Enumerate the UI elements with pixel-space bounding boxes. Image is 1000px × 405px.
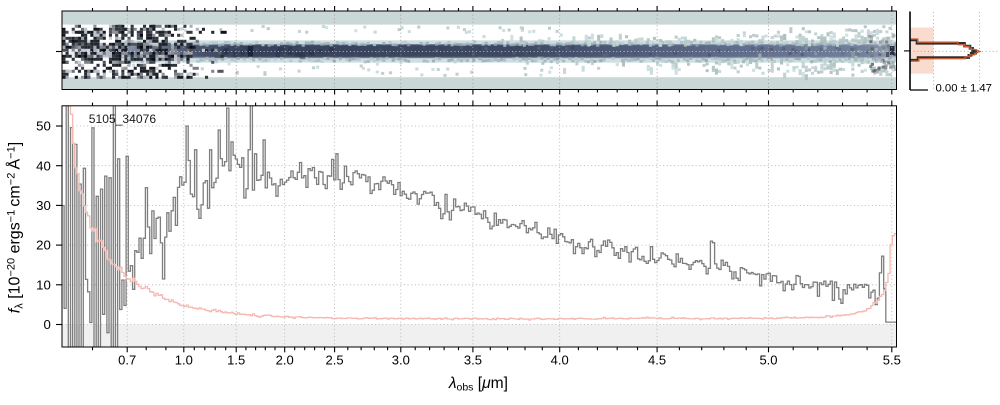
svg-text:2.0: 2.0 <box>276 352 294 367</box>
svg-text:0.7: 0.7 <box>118 352 136 367</box>
svg-text:0.00 ± 1.47: 0.00 ± 1.47 <box>936 83 992 95</box>
svg-text:5105_34076: 5105_34076 <box>89 112 157 126</box>
svg-text:3.5: 3.5 <box>464 352 482 367</box>
svg-text:1.5: 1.5 <box>227 352 245 367</box>
svg-text:5.0: 5.0 <box>759 352 777 367</box>
svg-text:20: 20 <box>36 238 51 253</box>
svg-text:4.0: 4.0 <box>551 352 569 367</box>
svg-text:0: 0 <box>43 317 50 332</box>
svg-text:λobs [μm]: λobs [μm] <box>448 375 508 394</box>
svg-text:10: 10 <box>36 277 51 292</box>
svg-text:5.5: 5.5 <box>883 352 901 367</box>
svg-text:3.0: 3.0 <box>392 352 410 367</box>
svg-text:30: 30 <box>36 198 51 213</box>
svg-text:2.5: 2.5 <box>326 352 344 367</box>
svg-text:fλ [10−20 ergs−1 cm−2 Å−1]: fλ [10−20 ergs−1 cm−2 Å−1] <box>5 142 26 313</box>
svg-text:50: 50 <box>36 119 51 134</box>
svg-text:1.0: 1.0 <box>175 352 193 367</box>
svg-text:40: 40 <box>36 158 51 173</box>
svg-text:4.5: 4.5 <box>648 352 666 367</box>
